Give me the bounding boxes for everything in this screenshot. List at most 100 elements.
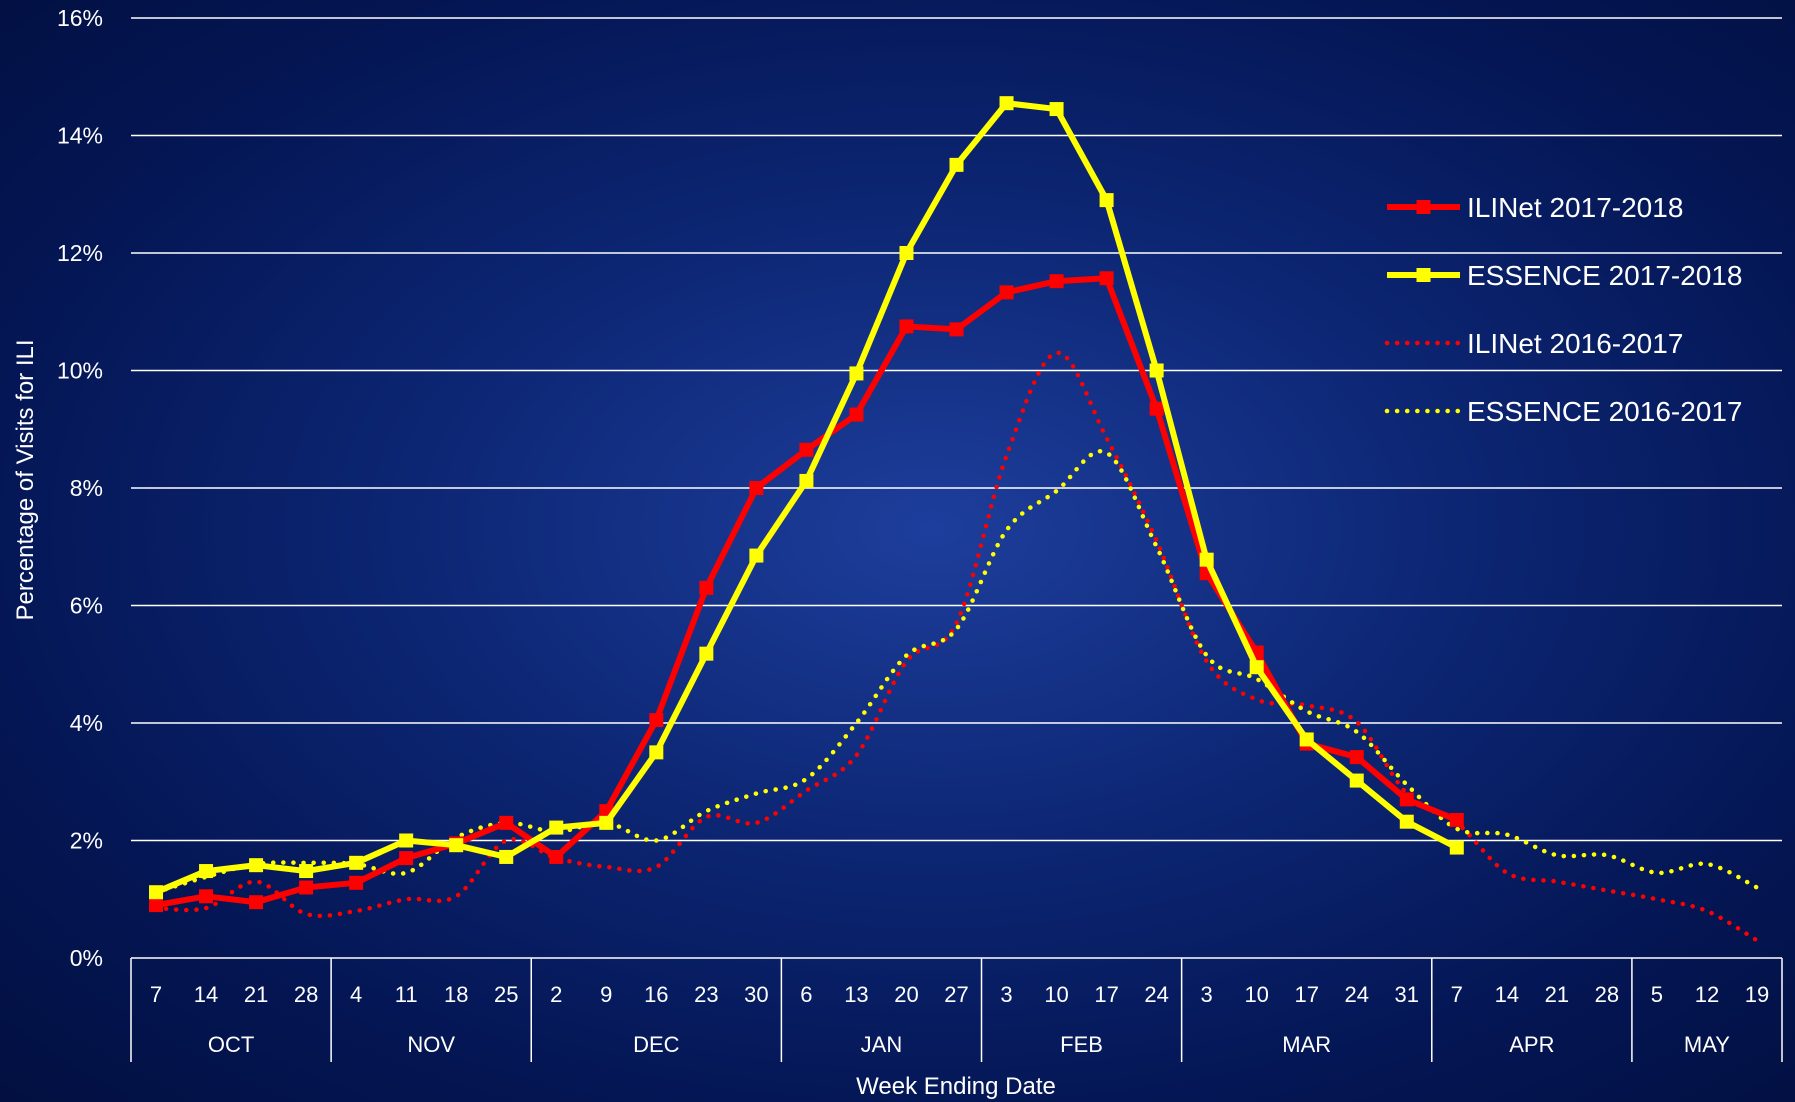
x-tick-label: 21 — [1545, 982, 1569, 1007]
y-tick-label: 10% — [57, 358, 103, 384]
data-point — [699, 580, 714, 595]
x-tick-label: 23 — [694, 982, 718, 1007]
month-label: NOV — [407, 1032, 455, 1057]
x-tick-label: 24 — [1345, 982, 1369, 1007]
x-tick-label: 12 — [1695, 982, 1719, 1007]
x-tick-label: 20 — [894, 982, 918, 1007]
data-point — [1199, 552, 1214, 567]
data-point — [1149, 401, 1164, 416]
data-point — [1349, 750, 1364, 765]
y-tick-label: 14% — [57, 123, 103, 149]
data-point — [949, 322, 964, 337]
month-label: MAR — [1282, 1032, 1331, 1057]
y-tick-label: 0% — [70, 945, 103, 971]
series-line — [155, 275, 1458, 909]
y-tick-label: 12% — [57, 240, 103, 266]
data-point — [299, 864, 314, 879]
y-tick-label: 2% — [70, 828, 103, 854]
series-lines — [149, 96, 1760, 943]
x-tick-label: 4 — [350, 982, 362, 1007]
y-tick-label: 16% — [57, 5, 103, 31]
legend: ILINet 2017-2018 ESSENCE 2017-2018 ILINet … — [1384, 192, 1743, 427]
month-label: APR — [1509, 1032, 1554, 1057]
data-point — [349, 875, 364, 890]
x-tick-label: 10 — [1244, 982, 1268, 1007]
data-point — [249, 858, 264, 873]
x-tick-label: 25 — [494, 982, 518, 1007]
data-point — [899, 246, 914, 260]
data-point — [149, 898, 164, 913]
x-tick-label: 7 — [150, 982, 162, 1007]
legend-marker — [1416, 200, 1431, 214]
data-point — [949, 157, 964, 172]
month-label: MAY — [1684, 1032, 1730, 1057]
series-line — [154, 100, 1459, 895]
month-label: FEB — [1060, 1032, 1103, 1057]
x-tick-label: 11 — [395, 982, 418, 1007]
data-point — [1099, 271, 1114, 286]
data-point — [349, 855, 364, 870]
data-point — [999, 285, 1014, 300]
data-point — [799, 442, 814, 457]
data-point — [849, 366, 864, 381]
data-point — [699, 646, 714, 661]
x-tick-label: 6 — [800, 982, 812, 1007]
x-tick-label: 2 — [550, 982, 562, 1007]
data-point — [899, 319, 914, 334]
data-point — [999, 96, 1014, 111]
x-axis: 7 14 21 28 4 11 18 25 2 9 16 23 30 6 13 20 27 3 10 17 24 3 10 1… — [130, 958, 1783, 1062]
x-tick-label: 19 — [1745, 982, 1769, 1007]
x-tick-label: 27 — [944, 982, 968, 1007]
legend-label: ILINet 2016-2017 — [1467, 328, 1683, 359]
data-point — [549, 849, 564, 864]
data-point — [1099, 193, 1114, 208]
data-point — [449, 838, 464, 853]
data-point — [399, 833, 414, 848]
x-tick-label: 17 — [1094, 982, 1118, 1007]
legend-marker — [1416, 268, 1431, 282]
data-point — [1449, 812, 1464, 827]
y-axis-title: Percentage of Visits for ILI — [12, 339, 39, 620]
data-point — [649, 745, 664, 760]
x-tick-label: 21 — [244, 982, 268, 1007]
data-point — [1249, 660, 1264, 675]
x-tick-label: 18 — [444, 982, 468, 1007]
month-label: DEC — [633, 1032, 680, 1057]
x-tick-label: 14 — [194, 982, 218, 1007]
data-point — [749, 548, 764, 563]
x-tick-label: 16 — [644, 982, 668, 1007]
x-tick-label: 28 — [294, 982, 318, 1007]
x-tick-label: 5 — [1651, 982, 1663, 1007]
y-tick-label: 4% — [70, 710, 103, 736]
data-point — [549, 820, 564, 835]
x-tick-label: 31 — [1395, 982, 1419, 1007]
x-tick-label: 10 — [1044, 982, 1068, 1007]
y-tick-label: 8% — [70, 475, 103, 501]
x-tick-label: 24 — [1144, 982, 1168, 1007]
data-point — [199, 864, 214, 879]
data-point — [399, 851, 414, 866]
legend-label: ESSENCE 2016-2017 — [1467, 396, 1743, 427]
x-axis-title: Week Ending Date — [856, 1073, 1056, 1100]
data-point — [499, 815, 514, 830]
data-point — [1049, 274, 1064, 289]
data-point — [849, 407, 864, 422]
series-line — [153, 350, 1760, 943]
month-label: OCT — [208, 1032, 254, 1057]
series-line — [153, 448, 1760, 895]
y-tick-label: 6% — [70, 593, 103, 619]
month-label: JAN — [861, 1032, 903, 1057]
x-tick-label: 7 — [1451, 982, 1463, 1007]
data-point — [149, 885, 164, 900]
y-axis-ticks: 0% 2% 4% 6% 8% 10% 12% 14% 16% — [57, 5, 103, 971]
data-point — [1399, 814, 1414, 829]
data-point — [1399, 792, 1414, 807]
x-tick-label: 13 — [844, 982, 868, 1007]
data-point — [599, 815, 614, 830]
data-point — [1349, 773, 1364, 788]
legend-label: ILINet 2017-2018 — [1467, 192, 1683, 223]
data-point — [1449, 840, 1464, 855]
data-point — [799, 473, 814, 488]
x-tick-label: 3 — [1000, 982, 1012, 1007]
